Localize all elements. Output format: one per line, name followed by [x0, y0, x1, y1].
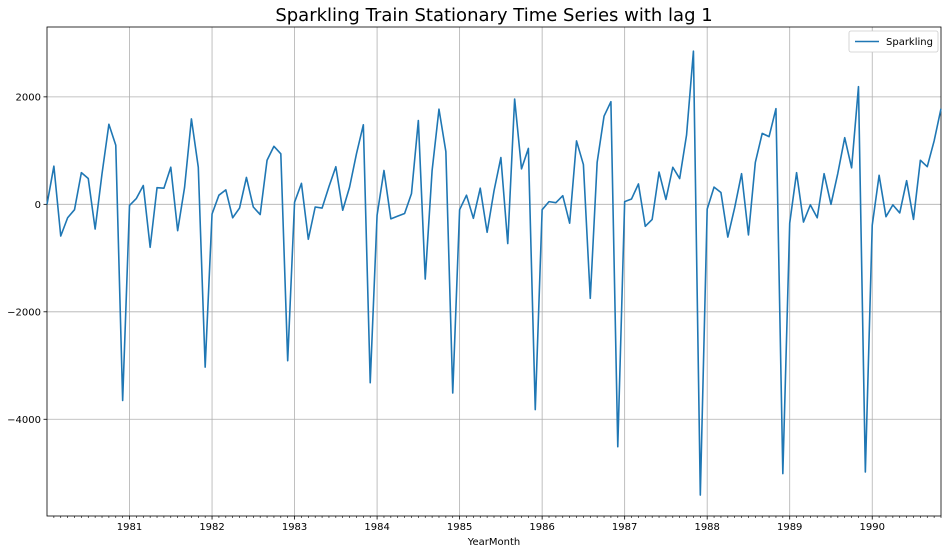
plot-area	[46, 26, 942, 517]
x-tick-label: 1982	[199, 522, 224, 533]
series-layer	[46, 50, 942, 496]
series-line-sparkling	[46, 50, 942, 496]
grid	[47, 27, 941, 516]
y-tick-label: −4000	[7, 415, 41, 426]
y-tick-label: 0	[35, 200, 41, 211]
legend-label-sparkling: Sparkling	[886, 37, 933, 48]
x-axis-label: YearMonth	[467, 537, 521, 548]
legend: Sparkling	[848, 30, 939, 53]
y-tick-label: −2000	[7, 307, 41, 318]
x-tick-label: 1989	[777, 522, 802, 533]
x-tick-label: 1987	[612, 522, 637, 533]
x-tick-label: 1981	[117, 522, 142, 533]
x-tick-label: 1986	[529, 522, 554, 533]
axes: −4000 −2000 0 2000 1981 1982 1983 1984 1985 1986 1…	[7, 92, 942, 533]
x-tick-label: 1985	[447, 522, 472, 533]
x-tick-label: 1983	[282, 522, 307, 533]
x-tick-label: 1990	[860, 522, 885, 533]
x-tick-label: 1988	[694, 522, 719, 533]
chart-title: Sparkling Train Stationary Time Series w…	[275, 5, 712, 26]
y-tick-label: 2000	[16, 92, 41, 103]
x-tick-label: 1984	[364, 522, 389, 533]
legend-box	[848, 30, 939, 53]
